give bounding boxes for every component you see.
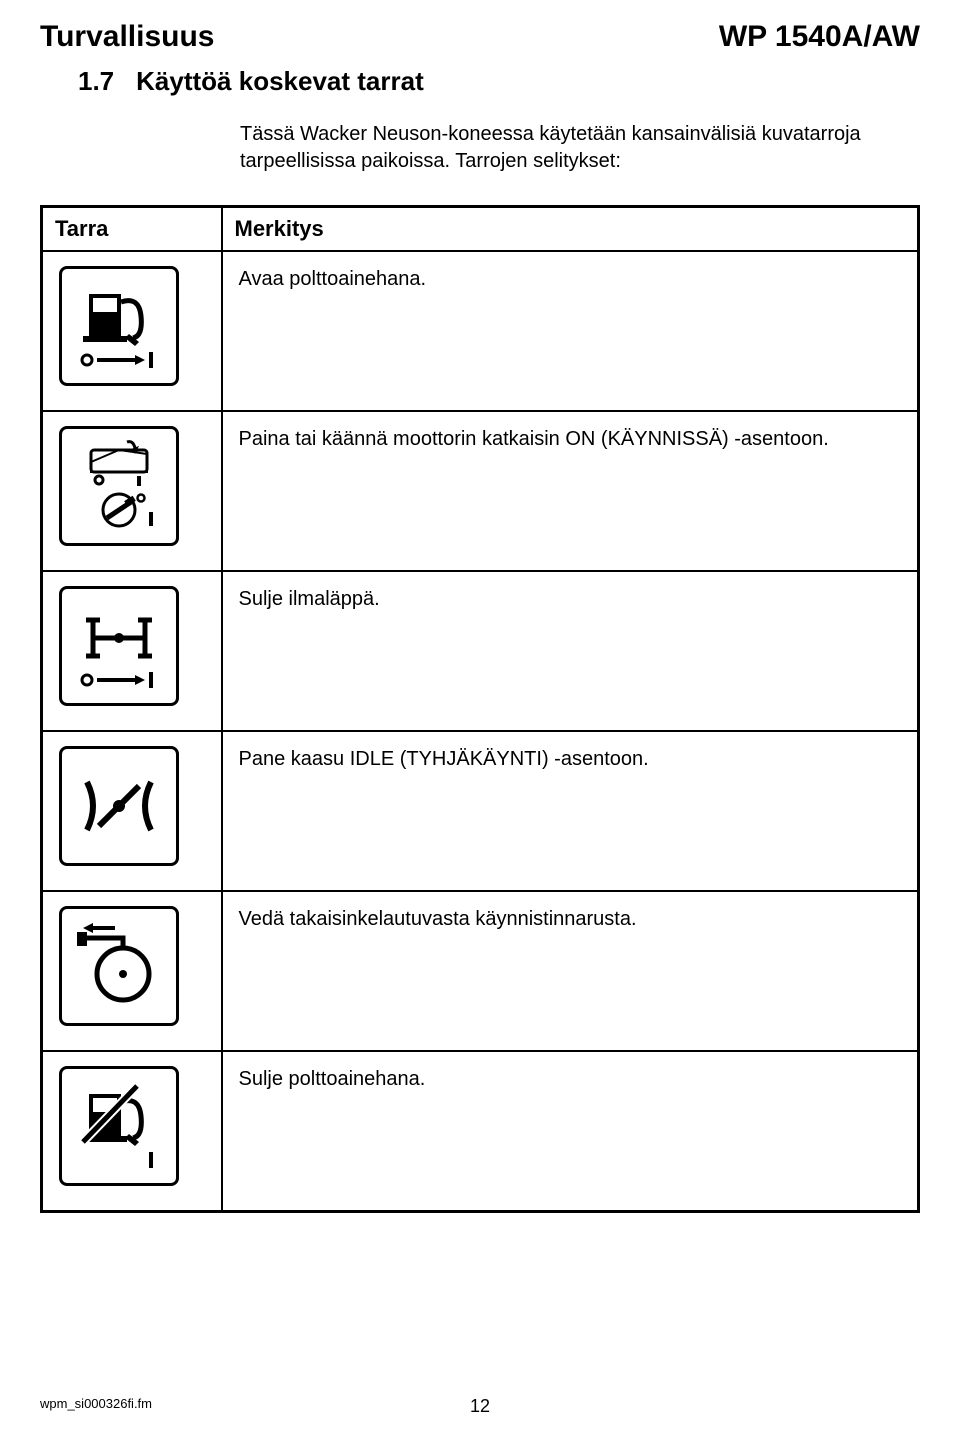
table-row: Vedä takaisinkelautuvasta käynnistinnaru… [42, 891, 919, 1051]
icon-cell [42, 571, 222, 731]
meaning-cell: Sulje polttoainehana. [222, 1051, 919, 1211]
footer-filename: wpm_si000326fi.fm [40, 1396, 152, 1411]
col-header-tarra: Tarra [42, 207, 222, 252]
intro-paragraph: Tässä Wacker Neuson-koneessa käytetään k… [240, 121, 880, 175]
icon-cell [42, 731, 222, 891]
throttle-idle-icon [59, 746, 179, 866]
table-header-row: Tarra Merkitys [42, 207, 919, 252]
col-header-merkitys: Merkitys [222, 207, 919, 252]
choke-close-icon [59, 586, 179, 706]
icon-cell [42, 411, 222, 571]
fuel-close-icon [59, 1066, 179, 1186]
section-heading: 1.7 Käyttöä koskevat tarrat [78, 66, 920, 97]
section-number: 1.7 [78, 66, 114, 97]
page-footer: wpm_si000326fi.fm 12 [40, 1396, 920, 1411]
table-row: Pane kaasu IDLE (TYHJÄKÄYNTI) -asentoon. [42, 731, 919, 891]
meaning-text: Paina tai käännä moottorin katkaisin ON … [239, 426, 902, 453]
labels-table: Tarra Merkitys [40, 205, 920, 1213]
meaning-text: Sulje ilmaläppä. [239, 586, 902, 613]
icon-cell [42, 891, 222, 1051]
engine-switch-on-icon [59, 426, 179, 546]
fuel-open-icon [59, 266, 179, 386]
table-row: Avaa polttoainehana. [42, 251, 919, 411]
page-header: Turvallisuus WP 1540A/AW [40, 20, 920, 54]
page: Turvallisuus WP 1540A/AW 1.7 Käyttöä kos… [0, 0, 960, 1429]
meaning-cell: Avaa polttoainehana. [222, 251, 919, 411]
meaning-text: Pane kaasu IDLE (TYHJÄKÄYNTI) -asentoon. [239, 746, 902, 773]
icon-cell [42, 1051, 222, 1211]
table-row: Sulje ilmaläppä. [42, 571, 919, 731]
footer-page-number: 12 [470, 1396, 490, 1417]
icon-cell [42, 251, 222, 411]
meaning-cell: Sulje ilmaläppä. [222, 571, 919, 731]
header-right-model: WP 1540A/AW [719, 20, 920, 54]
meaning-text: Vedä takaisinkelautuvasta käynnistinnaru… [239, 906, 902, 933]
recoil-starter-icon [59, 906, 179, 1026]
header-left-title: Turvallisuus [40, 20, 215, 54]
meaning-text: Sulje polttoainehana. [239, 1066, 902, 1093]
meaning-cell: Vedä takaisinkelautuvasta käynnistinnaru… [222, 891, 919, 1051]
meaning-cell: Paina tai käännä moottorin katkaisin ON … [222, 411, 919, 571]
table-row: Paina tai käännä moottorin katkaisin ON … [42, 411, 919, 571]
table-row: Sulje polttoainehana. [42, 1051, 919, 1211]
meaning-cell: Pane kaasu IDLE (TYHJÄKÄYNTI) -asentoon. [222, 731, 919, 891]
meaning-text: Avaa polttoainehana. [239, 266, 902, 293]
section-title: Käyttöä koskevat tarrat [136, 66, 424, 97]
